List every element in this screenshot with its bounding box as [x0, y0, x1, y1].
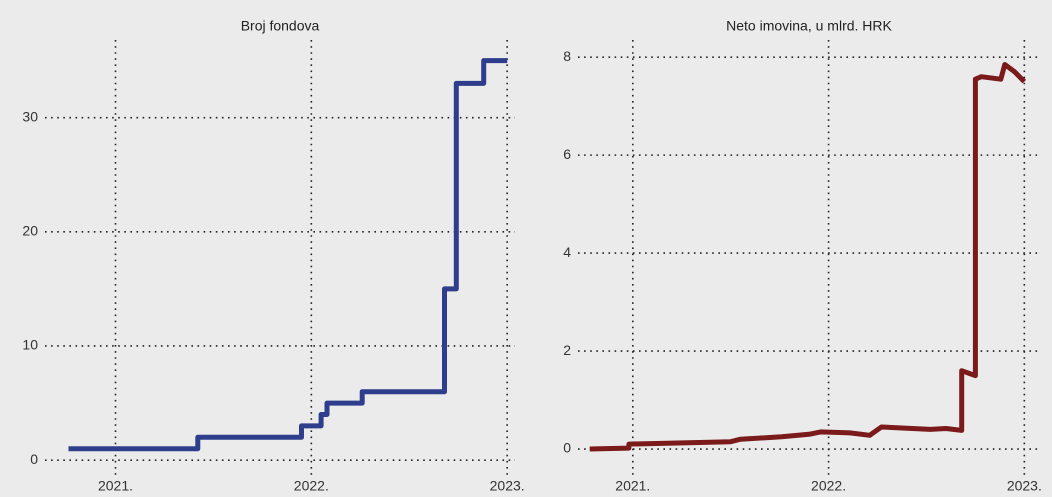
x-tick-label: 2023.: [1007, 478, 1042, 494]
data-line: [589, 62, 1027, 452]
y-tick-label: 2: [563, 342, 571, 358]
y-tick-label: 4: [563, 244, 571, 260]
x-tick-label: 2022.: [294, 478, 329, 494]
chart-title: Neto imovina, u mlrd. HRK: [726, 18, 892, 34]
x-tick-label: 2021.: [98, 478, 133, 494]
y-tick-label: 30: [22, 108, 38, 124]
chart-title: Broj fondova: [241, 18, 320, 34]
y-tick-label: 10: [22, 337, 38, 353]
x-tick-label: 2023.: [490, 478, 525, 494]
y-tick-label: 0: [30, 451, 38, 467]
y-tick-label: 20: [22, 223, 38, 239]
x-tick-label: 2021.: [615, 478, 650, 494]
data-line: [68, 58, 508, 452]
x-tick-label: 2022.: [811, 478, 846, 494]
y-tick-label: 8: [563, 48, 571, 64]
y-tick-label: 0: [563, 440, 571, 456]
y-tick-label: 6: [563, 146, 571, 162]
